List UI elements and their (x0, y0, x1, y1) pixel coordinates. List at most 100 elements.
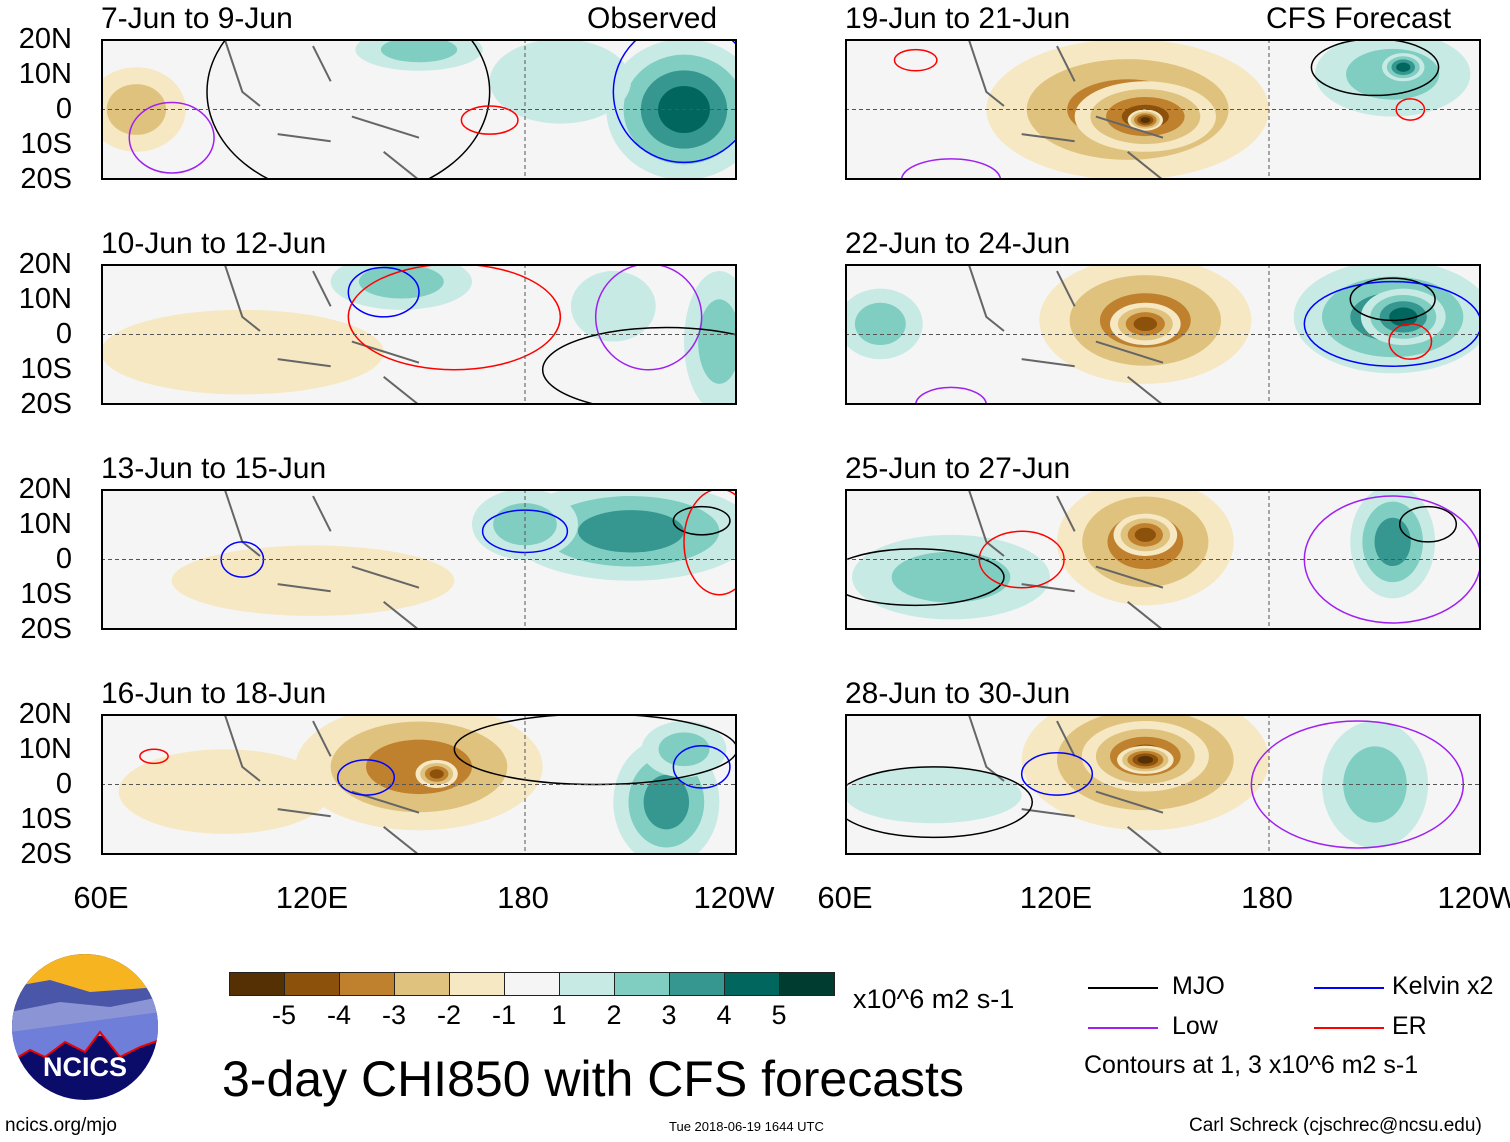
lon-tick: 120W (693, 880, 775, 915)
panel-title: 19-Jun to 21-Jun (845, 2, 1071, 35)
legend-mjo: MJO (1172, 972, 1225, 1000)
kelvin-contour (1020, 752, 1094, 796)
er-contour (683, 489, 737, 596)
map-panel (101, 489, 737, 630)
legend-kelvin: Kelvin x2 (1392, 972, 1494, 1000)
coastline (967, 39, 1164, 180)
er-contour (893, 48, 938, 72)
panel-title: 10-Jun to 12-Jun (101, 227, 327, 260)
anomaly-shading (1133, 316, 1158, 331)
panel-title: 16-Jun to 18-Jun (101, 677, 327, 710)
panel-frame (101, 489, 737, 630)
colorbar-label: -5 (271, 1000, 297, 1030)
lat-tick: 20S (20, 613, 72, 645)
panel-title: 7-Jun to 9-Jun (101, 2, 293, 35)
lat-tick: 10S (20, 128, 72, 160)
colorbar-label: -2 (436, 1000, 462, 1030)
lat-tick: 10S (20, 353, 72, 385)
anomaly-shading (845, 288, 923, 360)
anomaly-shading (658, 732, 710, 767)
lon-tick: 180 (1241, 880, 1293, 915)
coastline (967, 489, 1164, 630)
lat-tick: 20N (18, 23, 72, 55)
legend-low: Low (1172, 1012, 1218, 1040)
lat-tick: 10S (20, 578, 72, 610)
map-panel (101, 714, 737, 855)
lat-tick: 10N (18, 58, 72, 90)
anomaly-shading (380, 39, 458, 63)
colorbar (229, 972, 835, 996)
anomaly-shading (1134, 527, 1156, 542)
colorbar-swatch (560, 973, 615, 995)
anomaly-shading (891, 551, 1011, 603)
map-panel (845, 714, 1481, 855)
anomaly-shading (171, 545, 455, 616)
contour-note: Contours at 1, 3 x10^6 m2 s-1 (1084, 1051, 1419, 1079)
colorbar-label: 3 (661, 1000, 677, 1030)
lon-tick: 60E (817, 880, 873, 915)
colorbar-swatch (505, 973, 560, 995)
panel-frame (101, 714, 737, 855)
lat-tick: 0 (55, 93, 72, 125)
mjo-contour (1349, 277, 1436, 322)
lon-tick: 60E (73, 880, 129, 915)
anomaly-shading (854, 302, 906, 346)
credit: Carl Schreck (cjschrec@ncsu.edu) (1189, 1115, 1482, 1136)
colorbar-swatch (615, 973, 670, 995)
panel-title: 22-Jun to 24-Jun (845, 227, 1071, 260)
coastline (967, 714, 1164, 855)
site-url[interactable]: ncics.org/mjo (5, 1115, 117, 1136)
lat-tick: 10N (18, 283, 72, 315)
panel-frame (845, 264, 1481, 405)
panel-title: 25-Jun to 27-Jun (845, 452, 1071, 485)
kelvin-contour (672, 744, 731, 789)
map-panel (101, 39, 737, 180)
coastline (967, 264, 1164, 405)
map-panel (845, 39, 1481, 180)
anomaly-shading (1137, 755, 1154, 764)
anomaly-shading (1396, 62, 1411, 72)
anomaly-shading (1374, 517, 1411, 567)
colorbar-swatch (670, 973, 725, 995)
kelvin-contour (336, 759, 396, 796)
panel-frame (101, 264, 737, 405)
colorbar-units: x10^6 m2 s-1 (853, 984, 1015, 1014)
lon-tick: 120W (1437, 880, 1510, 915)
colorbar-label: 2 (606, 1000, 622, 1030)
map-panel (101, 264, 737, 405)
colorbar-label: -4 (326, 1000, 352, 1030)
er-contour (347, 264, 562, 371)
colorbar-swatch (450, 973, 505, 995)
mjo-line (1088, 987, 1158, 989)
panel-title: 28-Jun to 30-Jun (845, 677, 1071, 710)
er-contour (139, 748, 169, 765)
kelvin-contour (1303, 280, 1481, 367)
mjo-contour (206, 39, 491, 180)
anomaly-shading (1389, 307, 1418, 327)
kelvin-contour (347, 266, 420, 318)
coastline (223, 39, 420, 180)
low-line (1088, 1027, 1158, 1029)
colorbar-swatch (725, 973, 780, 995)
anomaly-shading (578, 510, 684, 553)
lat-tick: 20N (18, 248, 72, 280)
lat-tick: 20S (20, 388, 72, 420)
lat-tick: 10N (18, 733, 72, 765)
colorbar-label: -1 (491, 1000, 517, 1030)
svg-text:NCICS: NCICS (43, 1052, 127, 1082)
mjo-contour (845, 548, 1005, 607)
map-panel (845, 264, 1481, 405)
panel-frame (101, 39, 737, 180)
colorbar-swatch (340, 973, 395, 995)
colorbar-label: 5 (771, 1000, 787, 1030)
lat-tick: 20N (18, 473, 72, 505)
er-contour (1388, 323, 1433, 360)
figure-title: 3-day CHI850 with CFS forecasts (222, 1051, 964, 1107)
anomaly-shading (698, 299, 737, 384)
lon-tick: 120E (275, 880, 349, 915)
lat-tick: 20S (20, 163, 72, 195)
forecast-label: CFS Forecast (1266, 2, 1452, 35)
coastline (223, 714, 420, 855)
mjo-contour (1310, 39, 1440, 97)
panel-frame (845, 714, 1481, 855)
